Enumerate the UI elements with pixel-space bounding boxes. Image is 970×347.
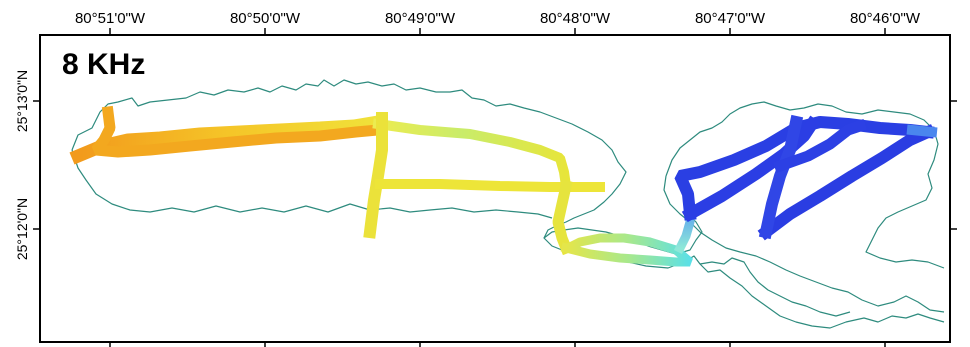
coastline-west-island-south: [71, 149, 553, 219]
track-east-diagonal-1: [681, 115, 821, 223]
coastline-south-inlet: [699, 257, 851, 317]
track-east-survey-blue: [674, 116, 935, 221]
track-east-tip: [906, 124, 938, 138]
latitude-label-1: 25°12'0"N: [14, 198, 30, 260]
track-west-spur: [91, 105, 384, 158]
track-south-loop: [560, 233, 693, 267]
track-west-leg-orange: [69, 114, 386, 165]
longitude-label-5: 80°46'0"W: [850, 10, 921, 27]
track-north-transect: [372, 118, 572, 192]
latitude-tick-marks: [33, 100, 957, 230]
track-vertical-connector: [363, 112, 388, 239]
track-east-cross: [772, 119, 867, 174]
longitude-label-4: 80°47'0"W: [695, 10, 766, 27]
coastline-east-island: [665, 101, 945, 269]
panel-label: 8 KHz: [62, 48, 145, 81]
longitude-tick-marks: [109, 28, 886, 347]
map-frame: [39, 34, 951, 343]
track-east-vertical: [758, 114, 804, 240]
longitude-label-0: 80°51'0"W: [75, 10, 146, 27]
longitude-label-3: 80°48'0"W: [540, 10, 611, 27]
coastline-west-island: [71, 79, 945, 329]
longitude-label-1: 80°50'0"W: [230, 10, 301, 27]
coastline-east-island-lower: [663, 175, 945, 313]
longitude-label-2: 80°49'0"W: [385, 10, 456, 27]
survey-tracks: [69, 105, 938, 267]
track-south-descent: [552, 179, 574, 256]
track-east-diagonal-2: [757, 124, 936, 241]
latitude-label-0: 25°13'0"N: [14, 70, 30, 132]
